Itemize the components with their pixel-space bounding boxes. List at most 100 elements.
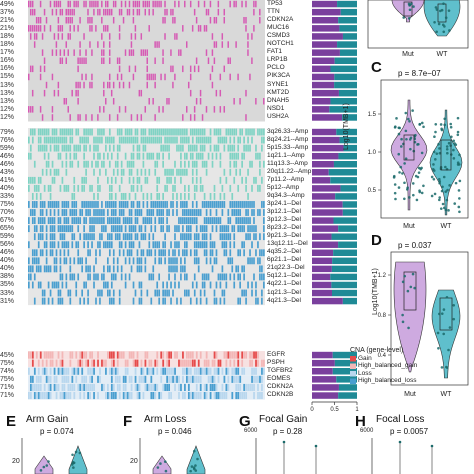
- arm-cell: [91, 201, 93, 208]
- mutation-cell: [148, 73, 150, 81]
- arm-cell: [75, 152, 78, 160]
- arm-cell: [35, 257, 38, 265]
- arm-cell: [184, 168, 186, 176]
- arm-cell: [95, 209, 97, 216]
- cna-cell: [124, 383, 127, 391]
- arm-cell: [91, 184, 93, 192]
- cna-bar-wt: [336, 376, 357, 383]
- arm-cell: [197, 265, 200, 273]
- arm-cell: [201, 128, 204, 136]
- cna-cell: [189, 351, 192, 359]
- arm-cell: [138, 209, 141, 216]
- mutation-cell: [174, 33, 176, 40]
- arm-cell: [231, 225, 234, 233]
- arm-cell: [45, 225, 48, 233]
- arm-cell: [182, 128, 184, 136]
- cna-cell: [247, 383, 250, 391]
- arm-cell: [49, 144, 52, 152]
- mutation-cell: [83, 81, 85, 89]
- cna-cell: [67, 367, 70, 375]
- cna-cell: [261, 392, 263, 400]
- arm-cell: [182, 209, 184, 216]
- arm-cell: [221, 289, 224, 297]
- arm-cell: [63, 249, 66, 257]
- arm-cell: [132, 184, 135, 192]
- arm-cell: [105, 201, 107, 208]
- panel-e-dot: [39, 469, 43, 472]
- arm-cell: [107, 265, 109, 273]
- mutation-cell: [107, 8, 109, 16]
- cna-cell: [39, 392, 42, 400]
- arm-cell: [41, 225, 44, 233]
- arm-cell: [95, 217, 97, 224]
- panel-c-dot-mut: [397, 186, 401, 189]
- arm-cell: [257, 184, 259, 192]
- arm-bar-wt: [333, 249, 357, 256]
- mutation-cell: [178, 49, 180, 56]
- arm-cell: [184, 184, 186, 192]
- arm-cell: [201, 241, 204, 249]
- cna-cell: [138, 392, 141, 400]
- arm-cell: [37, 241, 40, 249]
- arm-cell: [235, 160, 238, 168]
- arm-cell: [172, 289, 174, 297]
- mutation-cell: [140, 114, 143, 121]
- cna-cell: [63, 392, 66, 400]
- arm-cell: [158, 297, 161, 305]
- cna-cell: [166, 359, 169, 367]
- mutation-row-pct: 16%: [0, 57, 15, 65]
- cna-cell: [237, 392, 240, 400]
- arm-cell: [57, 289, 60, 297]
- arm-cell: [261, 249, 263, 257]
- arm-cell: [158, 209, 161, 216]
- arm-cell: [189, 152, 192, 160]
- arm-cell: [28, 281, 30, 289]
- arm-cell: [174, 128, 176, 136]
- arm-cell: [156, 209, 159, 216]
- arm-row-label: 13q12.11--Del: [267, 240, 308, 248]
- arm-cell: [110, 184, 113, 192]
- arm-cell: [77, 144, 80, 152]
- cna-bar-mut: [312, 392, 339, 399]
- cna-cell: [101, 359, 103, 367]
- mutation-cell: [235, 41, 237, 48]
- arm-cell: [136, 233, 139, 241]
- panel-c-dot-wt: [449, 122, 453, 126]
- arm-cell: [39, 233, 42, 241]
- arm-cell: [229, 241, 232, 249]
- arm-cell: [156, 281, 159, 289]
- arm-cell: [71, 273, 74, 281]
- arm-row-label: 3p24.1--Del: [267, 199, 301, 207]
- panel-f-dot: [159, 462, 162, 465]
- arm-cell: [69, 257, 72, 265]
- arm-cell: [87, 297, 89, 305]
- panel-c-dot-wt: [446, 188, 449, 192]
- arm-row-pct: 56%: [0, 241, 15, 249]
- arm-cell: [213, 201, 216, 208]
- mutation-cell: [197, 65, 200, 73]
- arm-cell: [209, 201, 212, 208]
- cna-cell: [116, 359, 119, 367]
- arm-cell: [207, 217, 210, 224]
- arm-row-label: 1q21.1--Amp: [267, 151, 305, 159]
- arm-cell: [91, 160, 93, 168]
- arm-cell: [225, 128, 228, 136]
- cna-cell: [49, 367, 52, 375]
- cna-bar-mut: [312, 359, 335, 367]
- arm-cell: [130, 265, 133, 273]
- cna-cell: [186, 359, 188, 367]
- arm-cell: [114, 273, 117, 281]
- arm-cell: [245, 297, 247, 305]
- mutation-cell: [89, 81, 91, 89]
- arm-cell: [122, 193, 125, 200]
- arm-cell: [83, 217, 85, 224]
- arm-cell: [28, 217, 30, 224]
- mutation-cell: [130, 33, 133, 40]
- arm-cell: [45, 136, 48, 144]
- cna-cell: [225, 351, 228, 359]
- arm-cell: [128, 225, 131, 233]
- arm-cell: [124, 233, 127, 241]
- arm-cell: [164, 136, 166, 144]
- arm-cell: [221, 136, 224, 144]
- mutation-cell: [148, 0, 150, 8]
